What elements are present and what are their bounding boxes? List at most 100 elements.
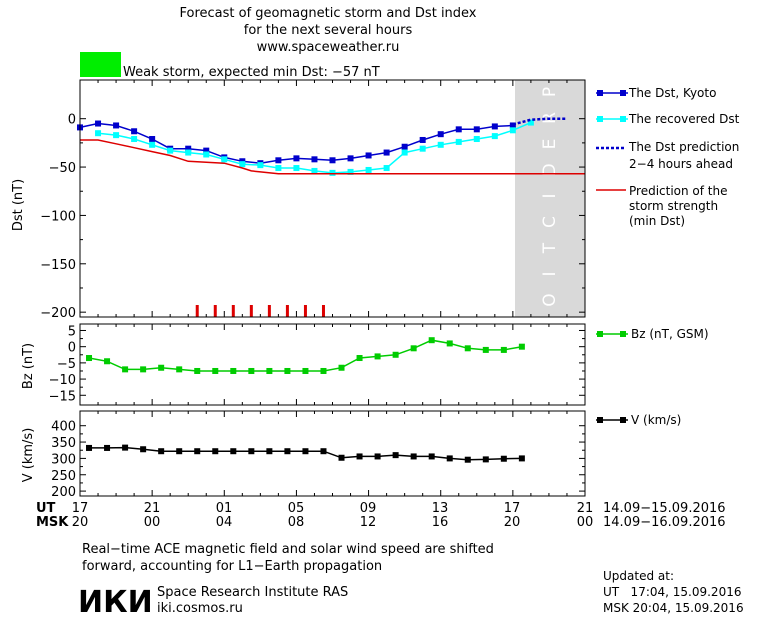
- speed-ytick-label: 300: [51, 452, 76, 467]
- bz-panel: 5 0−5−10−15: [49, 324, 586, 405]
- dst-series-1-point: [275, 165, 282, 172]
- updated-msk: MSK 20:04, 15.09.2016: [603, 601, 744, 615]
- msk-tick-label: 20: [72, 515, 89, 530]
- dst-panel-frame: [79, 79, 586, 318]
- dst-series-1-point: [491, 133, 498, 140]
- dst-series-0-point: [113, 122, 120, 129]
- bz-series-0-point: [410, 345, 417, 352]
- dst-series-0-point: [383, 149, 390, 156]
- dst-series-1-point: [383, 165, 390, 172]
- bz-series-0-point: [374, 353, 381, 360]
- prediction-letter: D: [540, 163, 560, 176]
- dst-series-3-line: [80, 139, 585, 175]
- speed-series-0-point: [446, 455, 453, 462]
- dst-series-0-point: [509, 122, 516, 129]
- dst-series-2-line: [512, 117, 567, 126]
- prediction-letter: O: [540, 293, 560, 306]
- legend-prediction-line1: The Dst prediction: [628, 140, 739, 154]
- dst-series-1-point: [239, 161, 246, 168]
- ut-tick-label: 17: [504, 501, 521, 516]
- dst-ytick-label: −50: [49, 161, 76, 176]
- bz-series-0-point: [266, 367, 273, 374]
- bz-series-0-point: [356, 355, 363, 362]
- bz-series-0-point: [482, 346, 489, 353]
- msk-tick-label: 16: [432, 515, 449, 530]
- bz-ytick-label: −5: [57, 357, 76, 372]
- ut-tick-label: 05: [288, 501, 305, 516]
- bz-series-0-point: [284, 367, 291, 374]
- dst-ytick-label: 0: [68, 113, 76, 128]
- dst-series-1-point: [311, 167, 318, 174]
- updated-label: Updated at:: [603, 569, 674, 583]
- legend-kyoto-marker: [597, 90, 603, 96]
- bz-series-0-point: [212, 367, 219, 374]
- dst-series-0-point: [473, 126, 480, 133]
- dst-series-0-point: [419, 136, 426, 143]
- footer-note-line2: forward, accounting for L1−Earth propaga…: [82, 559, 382, 574]
- ut-tick-label: 21: [577, 501, 594, 516]
- prediction-letter: I: [540, 271, 560, 276]
- dst-ytick-label: −200: [40, 306, 76, 321]
- ut-tick-label: 21: [144, 501, 161, 516]
- prediction-letter: I: [540, 193, 560, 198]
- storm-level-label: Weak storm, expected min Dst: −57 nT: [123, 65, 380, 80]
- dst-series-1-point: [347, 168, 354, 175]
- dst-series-1-point: [257, 162, 264, 169]
- dst-series-1-point: [473, 136, 480, 143]
- dst-panel: 0 −50 −100 −150 −200: [40, 80, 586, 321]
- bz-ytick-label: 5: [68, 324, 76, 339]
- prediction-letter: C: [540, 216, 560, 228]
- bz-series-0-point: [230, 367, 237, 374]
- speed-series-0-point: [266, 448, 273, 455]
- legend-recovered-marker: [597, 116, 603, 122]
- msk-tick-label: 00: [144, 515, 161, 530]
- time-axis: 17 21 01 05 09 13 17 21 20 00 04 08 12 16 20 00: [72, 501, 594, 530]
- speed-series-0-point: [230, 448, 237, 455]
- msk-date-range: 14.09−16.09.2016: [603, 515, 726, 530]
- legend-strength-line1: Prediction of the: [629, 184, 728, 198]
- dst-series-1-point: [203, 151, 210, 158]
- dst-series-1-point: [329, 169, 336, 176]
- bz-series-0-point: [428, 337, 435, 344]
- dst-series-0-point: [455, 126, 462, 133]
- institute-name: Space Research Institute RAS: [157, 585, 348, 600]
- msk-tick-label: 04: [216, 515, 233, 530]
- legend-speed: V (km/s): [631, 413, 681, 427]
- institute-site: iki.cosmos.ru: [157, 601, 243, 616]
- dst-series-0-point: [293, 155, 300, 162]
- bz-series-0-point: [86, 355, 93, 362]
- legend-kyoto: The Dst, Kyoto: [628, 86, 716, 100]
- bz-axis-label: Bz (nT): [21, 343, 36, 389]
- dst-ytick-label: −100: [40, 209, 76, 224]
- speed-series-0-point: [122, 444, 129, 451]
- bz-series-0-point: [518, 343, 525, 350]
- dst-series-0-point: [365, 152, 372, 159]
- legend-prediction-line2: 2−4 hours ahead: [629, 157, 733, 171]
- bz-panel-frame: [79, 323, 586, 406]
- dst-series-1-point: [149, 141, 156, 148]
- dst-series-1-point: [401, 149, 408, 156]
- bz-series-0-point: [158, 364, 165, 371]
- chart-title-line2: for the next several hours: [244, 23, 413, 38]
- dst-series-1-point: [509, 127, 516, 134]
- dst-series-0-point: [311, 156, 318, 163]
- speed-series-0-point: [500, 455, 507, 462]
- dst-series-0-point: [203, 147, 210, 154]
- dst-series-0-point: [347, 155, 354, 162]
- bz-series-0-point: [392, 351, 399, 358]
- bz-series-0-point: [446, 340, 453, 347]
- speed-ytick-label: 200: [51, 485, 76, 500]
- ut-tick-label: 13: [432, 501, 449, 516]
- speed-ytick-label: 350: [51, 436, 76, 451]
- bz-series-0-point: [176, 366, 183, 373]
- dst-series-0-point: [401, 143, 408, 150]
- bz-series-0-point: [122, 366, 129, 373]
- bz-series-0-point: [500, 346, 507, 353]
- speed-series-0-point: [518, 455, 525, 462]
- legend-bz: Bz (nT, GSM): [631, 327, 709, 341]
- storm-level-swatch: [80, 52, 121, 77]
- prediction-letter: P: [540, 87, 560, 97]
- dst-series-1-point: [437, 141, 444, 148]
- msk-tick-label: 12: [360, 515, 377, 530]
- dst-series-1-point: [185, 149, 192, 156]
